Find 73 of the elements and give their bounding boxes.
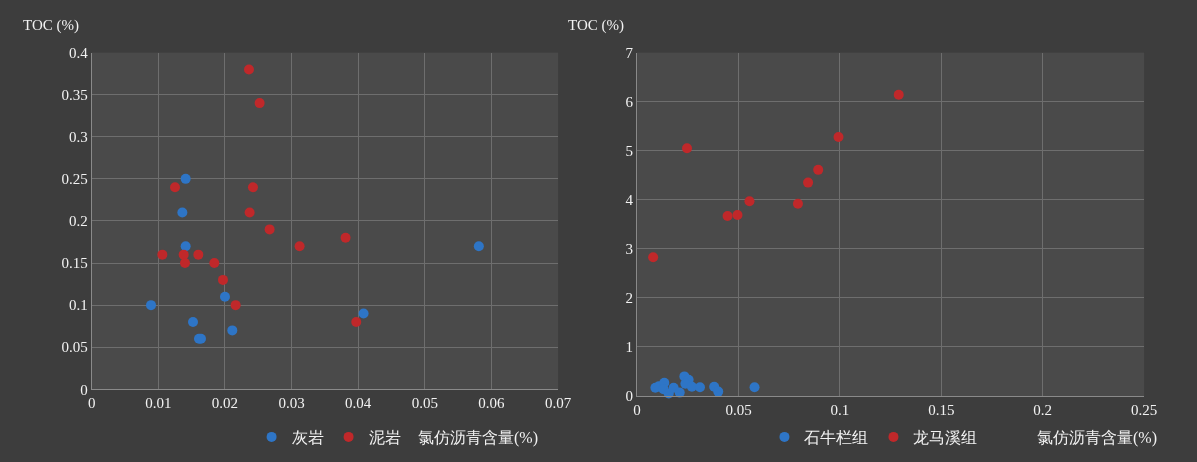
point (294, 241, 305, 252)
y-tick-label: 0.35 (61, 86, 88, 103)
y-axis-title: TOC (%) (568, 17, 624, 34)
x-tick-label: 0.15 (928, 402, 955, 419)
point (682, 143, 693, 154)
x-tick-label: 0.03 (278, 395, 305, 412)
x-tick-label: 0.02 (211, 395, 239, 412)
point (792, 198, 803, 209)
point (749, 382, 760, 393)
x-tick-label: 0.2 (1033, 402, 1053, 419)
legend-label: 泥岩 (368, 429, 401, 447)
point (713, 386, 724, 397)
point (180, 241, 191, 252)
y-tick-label: 0.15 (61, 255, 88, 272)
point (358, 308, 369, 319)
point (209, 258, 220, 269)
point (193, 249, 204, 260)
point (648, 252, 659, 263)
point (732, 209, 743, 220)
y-tick-label: 5 (625, 142, 634, 159)
y-tick-label: 0.3 (68, 129, 88, 146)
x-tick-label: 0.1 (830, 402, 850, 419)
point (744, 196, 755, 207)
point (340, 232, 351, 243)
x-axis-title: 氯仿沥青含量(%) (1037, 429, 1157, 447)
y-tick-label: 6 (625, 93, 634, 110)
point (351, 316, 362, 327)
point (264, 224, 275, 235)
y-axis-title: TOC (%) (23, 17, 79, 34)
y-tick-label: 3 (625, 241, 634, 258)
y-tick-label: 0.1 (68, 297, 88, 314)
y-tick-label: 0.4 (68, 44, 89, 61)
point (893, 89, 904, 100)
point (244, 207, 255, 218)
x-tick-label: 0.06 (478, 395, 506, 412)
point (180, 173, 191, 184)
x-axis-title: 氯仿沥青含量(%) (418, 429, 538, 447)
x-tick-label: 0.04 (345, 395, 372, 412)
point (247, 182, 258, 193)
x-tick-label: 0.25 (1130, 402, 1158, 419)
point (180, 258, 190, 269)
x-tick-label: 0.07 (545, 395, 572, 412)
y-tick-label: 1 (625, 339, 634, 356)
y-tick-label: 0.25 (61, 171, 88, 188)
point (217, 274, 228, 285)
legend-label: 龙马溪组 (913, 429, 978, 447)
point (473, 241, 484, 252)
x-tick-label: 0.01 (145, 395, 172, 412)
legend-label: 灰岩 (291, 429, 324, 447)
point (157, 249, 168, 260)
point (170, 182, 181, 193)
point (230, 300, 241, 311)
point (227, 325, 238, 336)
point (146, 300, 157, 311)
y-tick-label: 0 (80, 381, 88, 398)
y-tick-label: 4 (625, 192, 634, 209)
x-tick-label: 0.05 (725, 402, 752, 419)
point (254, 98, 265, 109)
y-tick-label: 2 (625, 290, 634, 307)
y-tick-label: 0.05 (61, 339, 88, 356)
point (219, 291, 230, 302)
y-tick-label: 7 (625, 44, 634, 61)
point (813, 164, 824, 175)
point (833, 131, 844, 142)
point (243, 64, 254, 75)
legend-label: 石牛栏组 (804, 429, 869, 447)
y-tick-label: 0.2 (68, 213, 88, 230)
point (722, 210, 733, 221)
point (694, 382, 705, 393)
point (803, 177, 814, 188)
x-tick-label: 0.05 (411, 395, 438, 412)
point (188, 316, 198, 327)
point (177, 207, 188, 218)
